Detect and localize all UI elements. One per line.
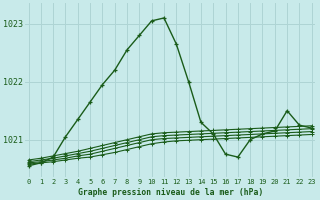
X-axis label: Graphe pression niveau de la mer (hPa): Graphe pression niveau de la mer (hPa) bbox=[77, 188, 263, 197]
